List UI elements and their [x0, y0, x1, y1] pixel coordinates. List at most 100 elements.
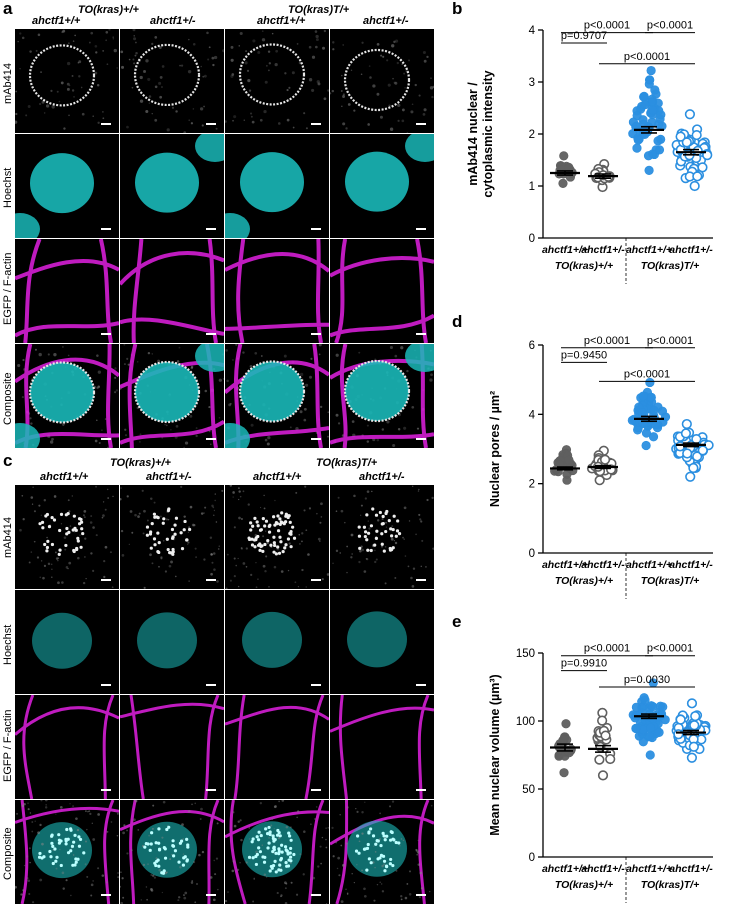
data-point — [641, 428, 652, 438]
data-point — [558, 178, 568, 188]
data-point — [658, 702, 668, 712]
x-group-label: TO(kras)T/+ — [641, 575, 699, 587]
data-point — [689, 720, 700, 731]
scale-bar — [416, 438, 426, 440]
panel-a-group-header-1: TO(kras)+/+ — [78, 4, 139, 16]
data-point — [682, 448, 693, 459]
image-cell-mab414-4 — [330, 29, 434, 133]
y-tick-label: 0 — [529, 548, 535, 560]
data-point — [649, 405, 659, 415]
data-point — [656, 110, 666, 120]
image-cell-actin-4 — [330, 695, 434, 799]
y-tick-label: 3 — [529, 77, 535, 89]
image-cell-actin-4 — [330, 239, 434, 343]
scale-bar — [206, 438, 216, 440]
scale-bar — [311, 684, 321, 686]
y-tick-label: 1 — [529, 181, 535, 193]
image-cell-mab414-3 — [225, 485, 329, 589]
x-tick-label: ahctf1+/+ — [626, 863, 672, 875]
data-point — [653, 136, 663, 146]
y-tick-label: 2 — [529, 129, 535, 141]
data-point — [637, 407, 647, 418]
x-tick-label: ahctf1+/+ — [626, 244, 672, 256]
scale-bar — [206, 228, 216, 230]
scale-bar — [206, 684, 216, 686]
panel-c-group-header-1: TO(kras)+/+ — [110, 457, 171, 469]
scale-bar — [101, 438, 111, 440]
data-point — [564, 455, 574, 465]
panel-b-letter: b — [452, 0, 463, 18]
data-point — [633, 135, 643, 145]
panel-a-col-header-2: ahctf1+/- — [150, 15, 196, 27]
data-point — [688, 462, 699, 474]
data-point — [643, 151, 654, 161]
image-cell-composite-4 — [330, 800, 434, 904]
panel-a-row-label-1: mAb414 — [2, 63, 14, 104]
image-cell-hoechst-4 — [330, 134, 434, 238]
data-point — [639, 91, 649, 101]
panel-c-row-label-3: EGFP / F-actin — [2, 709, 14, 782]
panel-c-row-label-2: Hoechst — [2, 624, 14, 665]
data-point — [691, 129, 702, 141]
scale-bar — [101, 684, 111, 686]
x-tick-label: ahctf1+/- — [581, 863, 625, 875]
panel-c-image-grid — [15, 485, 436, 905]
image-cell-mab414-4 — [330, 485, 434, 589]
data-point — [632, 110, 642, 121]
image-cell-hoechst-1 — [15, 134, 119, 238]
scale-bar — [101, 789, 111, 791]
panel-a-row-label-4: Composite — [2, 372, 14, 425]
data-point — [692, 171, 703, 182]
scale-bar — [311, 123, 321, 125]
data-point — [688, 741, 699, 752]
scale-bar — [101, 333, 111, 335]
image-cell-actin-1 — [15, 239, 119, 343]
image-cell-mab414-1 — [15, 29, 119, 133]
p-value-label: p=0.9450 — [561, 349, 607, 361]
y-tick-label: 2 — [529, 479, 535, 491]
scale-bar — [311, 228, 321, 230]
y-tick-label: 4 — [529, 25, 536, 37]
p-value-label: p=0.9707 — [561, 30, 607, 42]
data-point — [692, 451, 703, 462]
y-tick-label: 0 — [529, 233, 535, 245]
x-tick-label: ahctf1+/- — [669, 559, 713, 571]
data-point — [645, 750, 655, 760]
image-cell-mab414-3 — [225, 29, 329, 133]
panel-d-letter: d — [452, 312, 463, 331]
p-value-label: p<0.0001 — [584, 20, 630, 32]
image-cell-hoechst-1 — [15, 590, 119, 694]
data-point — [645, 377, 655, 388]
x-tick-label: ahctf1+/- — [669, 244, 713, 256]
x-tick-label: ahctf1+/+ — [626, 559, 672, 571]
x-tick-label: ahctf1+/- — [581, 559, 625, 571]
data-point — [645, 75, 655, 85]
p-value-label: p<0.0001 — [647, 20, 693, 32]
y-axis-label: mAb414 nuclear /cytoplasmic intensity — [466, 70, 495, 197]
scale-bar — [416, 684, 426, 686]
data-point — [600, 730, 611, 741]
panel-c-col-header-1: ahctf1+/+ — [40, 471, 89, 483]
p-value-label: p<0.0001 — [624, 368, 670, 380]
data-point — [689, 180, 700, 192]
panel-c-letter: c — [3, 451, 13, 470]
panel-a-row-label-2: Hoechst — [2, 167, 14, 208]
data-point — [640, 100, 650, 110]
image-cell-hoechst-3 — [225, 590, 329, 694]
p-value-label: p<0.0001 — [647, 643, 693, 655]
image-cell-composite-1 — [15, 800, 119, 904]
image-cell-actin-2 — [120, 239, 224, 343]
panel-a-col-header-1: ahctf1+/+ — [32, 15, 81, 27]
data-point — [697, 445, 708, 456]
data-point — [631, 723, 641, 733]
scale-bar — [206, 789, 216, 791]
y-axis-label: Nuclear pores / µm² — [488, 391, 502, 507]
panel-c-col-header-4: ahctf1+/- — [359, 471, 405, 483]
data-point — [690, 711, 701, 722]
data-point — [638, 418, 648, 428]
data-point — [639, 693, 649, 703]
image-cell-hoechst-2 — [120, 134, 224, 238]
data-point — [675, 131, 686, 142]
data-point — [646, 392, 656, 402]
scale-bar — [416, 228, 426, 230]
